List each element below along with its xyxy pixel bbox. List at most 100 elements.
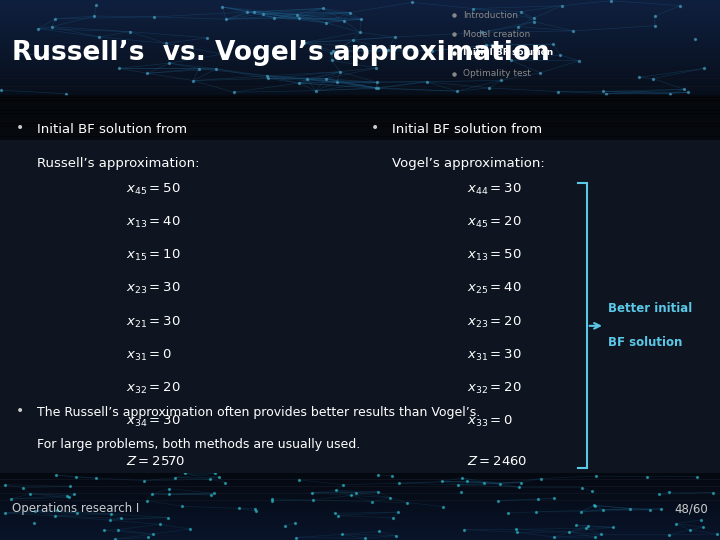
Point (467, 4, 479, 13)
Point (331, 78, 343, 86)
Point (531, 508, 542, 516)
Bar (0, 69, 720, 71)
Point (624, 504, 636, 513)
Text: •: • (16, 121, 24, 135)
Point (548, 40, 559, 49)
Text: Initial BF solution from: Initial BF solution from (37, 123, 188, 136)
Text: $x_{32} = 20$: $x_{32} = 20$ (126, 381, 181, 396)
Point (392, 508, 403, 516)
Bar (0, 113, 720, 117)
Bar (0, 55, 720, 56)
Bar (0, 48, 720, 50)
Text: $x_{44} = 30$: $x_{44} = 30$ (467, 181, 521, 197)
Bar (0, 517, 720, 519)
Text: $x_{34} = 30$: $x_{34} = 30$ (126, 414, 181, 429)
Point (184, 524, 196, 533)
Bar (0, 18, 720, 19)
Text: $x_{15} = 10$: $x_{15} = 10$ (126, 248, 181, 263)
Point (684, 525, 696, 534)
Bar (0, 30, 720, 32)
Point (114, 64, 125, 72)
Point (436, 477, 448, 486)
Bar (0, 82, 720, 83)
Bar (0, 59, 720, 61)
Text: $x_{13} = 40$: $x_{13} = 40$ (126, 215, 181, 230)
Text: $x_{23} = 20$: $x_{23} = 20$ (467, 314, 521, 329)
Point (104, 516, 116, 524)
Point (691, 472, 703, 481)
Point (163, 490, 175, 498)
Point (607, 523, 618, 532)
Bar (0, 110, 720, 114)
Text: Introduction: Introduction (463, 11, 518, 19)
Bar (0, 526, 720, 528)
Bar (0, 85, 720, 86)
Text: $x_{23} = 30$: $x_{23} = 30$ (126, 281, 181, 296)
Bar (0, 13, 720, 15)
Bar (0, 538, 720, 540)
Point (513, 483, 524, 491)
Point (42, 50, 53, 58)
Bar (0, 93, 720, 94)
Bar (0, 505, 720, 508)
Bar (0, 50, 720, 51)
Point (90, 474, 102, 482)
Point (210, 469, 221, 478)
Point (6, 495, 17, 503)
Point (279, 522, 290, 530)
Point (89, 12, 100, 21)
Point (320, 74, 332, 83)
Point (98, 526, 109, 535)
Point (711, 530, 720, 538)
Point (142, 533, 153, 540)
Bar (0, 3, 720, 5)
Text: Russell’s approximation:: Russell’s approximation: (37, 157, 200, 170)
Bar (0, 97, 720, 101)
Point (390, 531, 401, 540)
Text: 48/60: 48/60 (675, 502, 708, 516)
Point (160, 39, 171, 48)
Point (46, 22, 58, 31)
Bar (0, 104, 720, 107)
Bar (0, 10, 720, 11)
Point (217, 50, 228, 58)
Point (176, 502, 188, 510)
Point (248, 8, 260, 16)
Bar (0, 78, 720, 80)
Text: Model creation: Model creation (463, 30, 530, 38)
Point (697, 523, 708, 531)
Bar (0, 503, 720, 505)
Point (250, 507, 261, 516)
Point (310, 86, 321, 95)
Point (338, 16, 349, 25)
Bar (0, 529, 720, 531)
Point (421, 77, 433, 86)
Text: $x_{33} = 0$: $x_{33} = 0$ (467, 414, 513, 429)
Point (682, 88, 693, 97)
Point (575, 508, 587, 516)
Point (502, 509, 513, 517)
Text: $x_{45} = 20$: $x_{45} = 20$ (467, 215, 521, 230)
Bar (0, 11, 720, 13)
Point (317, 4, 328, 13)
Bar (0, 133, 720, 137)
Point (402, 498, 413, 507)
Bar (0, 533, 720, 535)
Point (220, 15, 232, 24)
Bar (0, 19, 720, 21)
Bar (0, 80, 720, 82)
Point (571, 521, 582, 529)
Point (0, 481, 11, 489)
Point (90, 1, 102, 10)
Point (30, 506, 41, 515)
Bar (0, 107, 720, 111)
Bar (0, 130, 720, 133)
Point (261, 71, 272, 80)
Point (141, 496, 153, 505)
Bar (0, 68, 720, 69)
Point (348, 36, 359, 44)
Bar (0, 487, 720, 489)
Point (350, 488, 361, 497)
Point (17, 483, 28, 492)
Point (590, 501, 601, 510)
